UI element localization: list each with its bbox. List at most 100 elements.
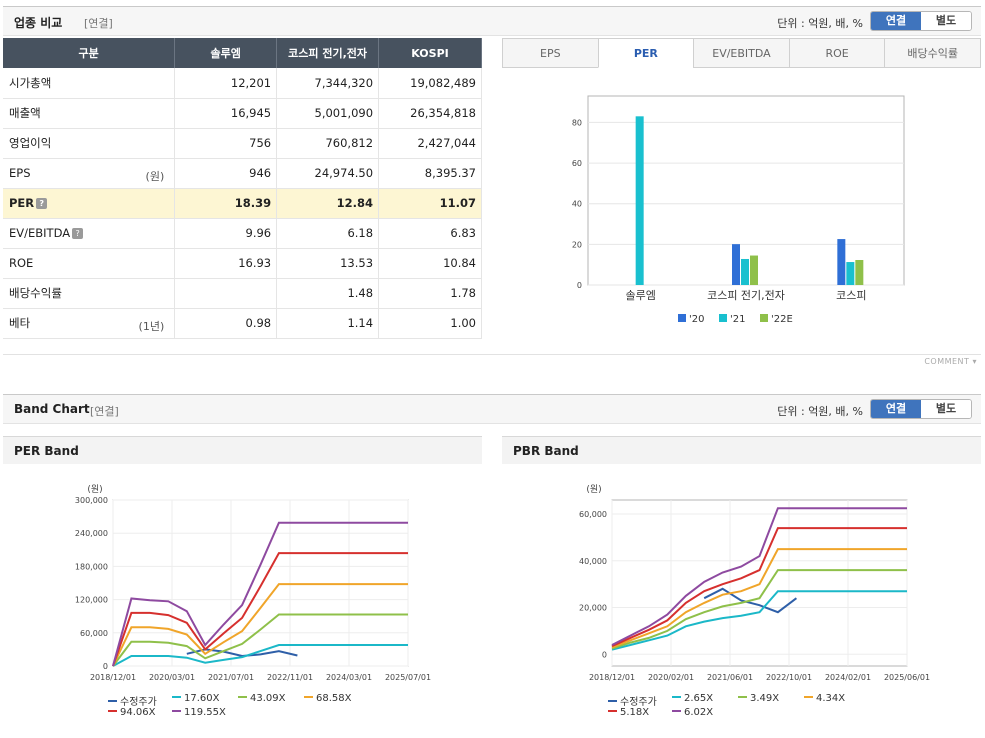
row-label-cell: PER? <box>3 188 176 219</box>
tab-per[interactable]: PER <box>597 38 694 68</box>
x-tick-label: 2018/12/01 <box>90 673 136 682</box>
legend-item[interactable]: 3.49X <box>738 693 779 704</box>
legend-swatch <box>608 700 617 702</box>
row-label-cell: EPS (원) <box>3 158 176 189</box>
bar <box>846 262 855 285</box>
comment-label: COMMENT <box>924 357 970 366</box>
bar <box>837 239 846 285</box>
row-label-cell: ROE <box>3 248 176 279</box>
series-line <box>112 552 408 667</box>
row-label: 베타 <box>9 316 31 330</box>
value-cell: 6.83 <box>378 218 482 249</box>
value-cell: 18.39 <box>174 188 278 219</box>
column-header: 코스피 전기,전자 <box>276 38 380 68</box>
series-line <box>112 613 408 667</box>
legend-label: 3.49X <box>750 693 780 704</box>
tab-eps[interactable]: EPS <box>502 38 598 68</box>
legend-label: 4.34X <box>816 693 846 704</box>
legend-item[interactable]: 68.58X <box>304 693 351 704</box>
tab-dividend-yield[interactable]: 배당수익률 <box>884 38 981 68</box>
value-cell: 11.07 <box>378 188 482 219</box>
row-unit: (1년) <box>138 319 165 333</box>
legend-swatch <box>678 314 686 322</box>
help-icon[interactable]: ? <box>72 228 84 239</box>
row-label: ROE <box>9 256 34 270</box>
consolidated-button[interactable]: 연결 <box>871 400 921 418</box>
value-cell: 16,945 <box>174 98 278 129</box>
legend-item[interactable]: 94.06X <box>108 707 155 718</box>
value-cell: 12.84 <box>276 188 380 219</box>
legend-item[interactable]: 5.18X <box>608 707 649 718</box>
legend-label: '22E <box>771 314 793 325</box>
industry-compare-basis: [연결] <box>84 17 113 30</box>
x-tick-label: 2021/06/01 <box>707 673 753 682</box>
legend-item[interactable]: 17.60X <box>172 693 219 704</box>
legend-item[interactable]: 2.65X <box>672 693 713 704</box>
industry-compare-title: 업종 비교 <box>14 16 63 30</box>
plot-area <box>587 95 905 286</box>
chevron-down-icon: ▾ <box>972 357 977 366</box>
series-line <box>703 587 798 614</box>
value-cell: 0.98 <box>174 308 278 339</box>
series-line <box>112 644 408 667</box>
y-tick-label: 300,000 <box>75 496 108 505</box>
help-icon[interactable]: ? <box>36 198 48 209</box>
table-row: 시가총액 12,201 7,344,320 19,082,489 <box>3 68 482 99</box>
row-label: PER <box>9 196 35 210</box>
row-unit: (원) <box>145 169 165 183</box>
industry-compare-header: 업종 비교 [연결] 단위 : 억원, 배, % 연결 별도 <box>3 6 981 36</box>
unit-label: 단위 : 억원, 배, % <box>777 17 863 30</box>
pbr-band-legend: 수정주가 2.65X 3.49X 4.34X 5.18X 6.02X <box>608 693 978 725</box>
per-band-title: PER Band <box>14 444 79 458</box>
legend-label: 6.02X <box>684 707 714 718</box>
row-label: 매출액 <box>9 106 41 120</box>
legend-swatch <box>172 696 181 698</box>
legend-item[interactable]: 43.09X <box>238 693 285 704</box>
legend-item[interactable]: 수정주가 <box>108 693 157 708</box>
table-row: 영업이익 756 760,812 2,427,044 <box>3 128 482 159</box>
value-cell: 946 <box>174 158 278 189</box>
legend-label: 43.09X <box>250 693 286 704</box>
y-tick-label: 60,000 <box>579 510 607 519</box>
legend-item[interactable]: 수정주가 <box>608 693 657 708</box>
consolidated-button[interactable]: 연결 <box>871 12 921 30</box>
row-label-cell: 영업이익 <box>3 128 176 159</box>
legend-label: 수정주가 <box>120 697 157 708</box>
legend-label: 119.55X <box>184 707 226 718</box>
row-label: EV/EBITDA <box>9 226 71 240</box>
legend-swatch <box>608 710 617 712</box>
pbr-band-chart: (원) 0 20,000 40,000 60,000 2018/12/01 2020/02/… <box>579 484 930 682</box>
metric-tabs: EPS PER EV/EBITDA ROE 배당수익률 <box>502 38 981 68</box>
value-cell: 10.84 <box>378 248 482 279</box>
band-chart-title: Band Chart <box>14 402 90 416</box>
series-line <box>611 569 907 650</box>
legend-item[interactable]: 4.34X <box>804 693 845 704</box>
x-tick-label: 코스피 <box>836 289 866 302</box>
row-label-cell: 베타 (1년) <box>3 308 176 339</box>
x-tick-label: 2022/10/01 <box>766 673 812 682</box>
value-cell: 9.96 <box>174 218 278 249</box>
y-tick-label: 20 <box>572 240 582 249</box>
x-tick-label: 2020/03/01 <box>149 673 195 682</box>
value-cell: 16.93 <box>174 248 278 279</box>
comment-toggle[interactable]: COMMENT ▾ <box>924 357 977 366</box>
value-cell: 19,082,489 <box>378 68 482 99</box>
legend-swatch <box>672 710 681 712</box>
value-cell: 8,395.37 <box>378 158 482 189</box>
y-tick-label: 180,000 <box>75 562 108 571</box>
legend-item[interactable]: 119.55X <box>172 707 226 718</box>
legend-item[interactable]: 6.02X <box>672 707 713 718</box>
basis-toggle: 연결 별도 <box>870 11 972 31</box>
table-row: EPS (원) 946 24,974.50 8,395.37 <box>3 158 482 189</box>
tab-ev-ebitda[interactable]: EV/EBITDA <box>693 38 789 68</box>
pbr-band-title: PBR Band <box>513 444 579 458</box>
bar <box>855 260 864 285</box>
legend-swatch <box>804 696 813 698</box>
legend-swatch <box>304 696 313 698</box>
separate-button[interactable]: 별도 <box>921 400 971 418</box>
series-line <box>611 548 907 649</box>
legend-swatch <box>172 710 181 712</box>
row-label-cell: 매출액 <box>3 98 176 129</box>
tab-roe[interactable]: ROE <box>788 38 885 68</box>
separate-button[interactable]: 별도 <box>921 12 971 30</box>
